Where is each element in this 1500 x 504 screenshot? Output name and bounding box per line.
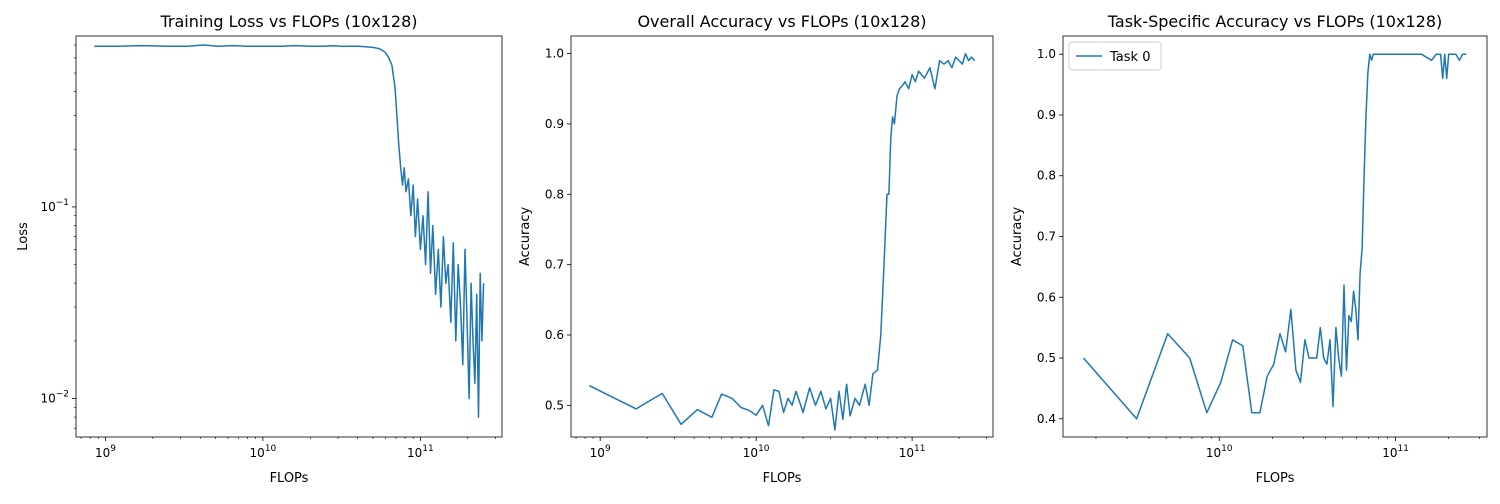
x-tick-base: 10 bbox=[743, 446, 758, 460]
chart-title: Overall Accuracy vs FLOPs (10x128) bbox=[637, 12, 926, 31]
legend-box bbox=[1068, 41, 1162, 71]
plot-frame bbox=[1062, 35, 1488, 438]
x-tick-base: 10 bbox=[407, 446, 422, 460]
y-tick-label: 0.5 bbox=[545, 398, 564, 412]
x-tick-label: 109 bbox=[590, 444, 611, 460]
x-tick-exponent: 11 bbox=[1397, 444, 1408, 454]
chart-title: Training Loss vs FLOPs (10x128) bbox=[159, 12, 417, 31]
x-tick-base: 10 bbox=[590, 446, 605, 460]
x-tick-label: 1011 bbox=[899, 444, 926, 460]
x-tick-base: 10 bbox=[250, 446, 265, 460]
y-tick-label: 0.5 bbox=[1037, 351, 1056, 365]
x-axis-label: FLOPs bbox=[763, 471, 802, 486]
x-tick-label: 1010 bbox=[1206, 444, 1233, 460]
x-tick-base: 10 bbox=[899, 446, 914, 460]
x-axis-label: FLOPs bbox=[270, 471, 309, 486]
plot-frame bbox=[570, 35, 994, 438]
chart-panel-3: Task-Specific Accuracy vs FLOPs (10x128)… bbox=[1010, 12, 1488, 486]
y-axis-label: Loss bbox=[16, 222, 31, 251]
x-tick-exponent: 9 bbox=[110, 444, 116, 454]
y-tick-label: 1.0 bbox=[1037, 47, 1056, 61]
y-tick-label: 0.6 bbox=[1037, 290, 1056, 304]
y-tick-label: 0.7 bbox=[1037, 230, 1056, 244]
chart-panel-2: Overall Accuracy vs FLOPs (10x128) FLOPs A… bbox=[518, 12, 994, 486]
x-tick-base: 10 bbox=[1206, 446, 1221, 460]
x-tick-label: 1010 bbox=[250, 444, 277, 460]
x-tick-exponent: 10 bbox=[265, 444, 277, 454]
y-tick-label: 0.7 bbox=[545, 258, 564, 272]
x-tick-base: 10 bbox=[1382, 446, 1397, 460]
y-axis-label: Accuracy bbox=[1010, 207, 1025, 267]
chart-title: Task-Specific Accuracy vs FLOPs (10x128) bbox=[1107, 12, 1442, 31]
x-tick-exponent: 9 bbox=[605, 444, 611, 454]
y-tick-label: 0.9 bbox=[545, 117, 564, 131]
chart-panel-1: Training Loss vs FLOPs (10x128) FLOPs Loss… bbox=[16, 12, 503, 486]
y-tick-label: 1.0 bbox=[545, 47, 564, 61]
series-line-1 bbox=[588, 52, 976, 431]
legend: Task 0 bbox=[1068, 41, 1162, 71]
y-tick-label: 10−1 bbox=[40, 198, 69, 214]
y-tick-exponent: −1 bbox=[56, 198, 69, 208]
x-tick-exponent: 10 bbox=[758, 444, 770, 454]
y-tick-label: 0.4 bbox=[1037, 412, 1056, 426]
y-axis-label: Accuracy bbox=[518, 207, 533, 267]
x-axis-label: FLOPs bbox=[1256, 471, 1295, 486]
y-tick-base: 10 bbox=[40, 200, 55, 214]
x-tick-exponent: 11 bbox=[422, 444, 433, 454]
y-tick-exponent: −2 bbox=[56, 390, 69, 400]
x-tick-label: 1011 bbox=[1382, 444, 1409, 460]
x-tick-exponent: 10 bbox=[1221, 444, 1233, 454]
y-tick-label: 0.8 bbox=[545, 187, 564, 201]
y-tick-label: 0.6 bbox=[545, 328, 564, 342]
y-tick-label: 0.9 bbox=[1037, 108, 1056, 122]
plot-frame bbox=[75, 35, 503, 438]
y-tick-label: 0.8 bbox=[1037, 169, 1056, 183]
series-line-1 bbox=[1082, 53, 1467, 420]
y-tick-label: 10−2 bbox=[40, 390, 69, 406]
legend-label: Task 0 bbox=[1109, 50, 1150, 65]
x-tick-label: 109 bbox=[95, 444, 116, 460]
x-tick-exponent: 11 bbox=[914, 444, 925, 454]
y-tick-base: 10 bbox=[40, 392, 55, 406]
x-tick-label: 1011 bbox=[407, 444, 434, 460]
x-tick-label: 1010 bbox=[743, 444, 770, 460]
x-tick-base: 10 bbox=[95, 446, 110, 460]
series-line-1 bbox=[94, 44, 485, 418]
